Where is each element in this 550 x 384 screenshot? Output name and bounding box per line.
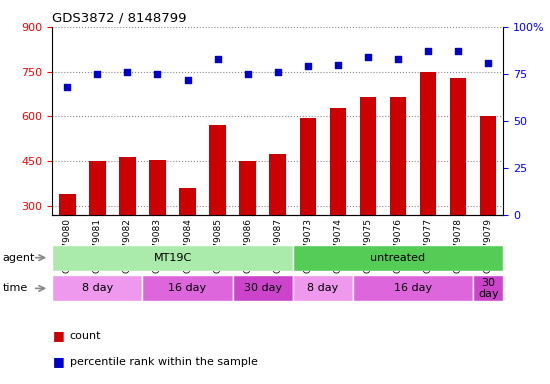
Point [304,63,312,70]
Point [364,54,372,60]
Bar [119,157,136,215]
Text: 30
day: 30 day [478,278,498,299]
Point [333,61,342,68]
Bar [52,245,293,271]
Bar [239,161,256,215]
Point [153,71,162,77]
Text: 16 day: 16 day [394,283,432,293]
Text: ■: ■ [53,329,65,343]
Point [243,71,252,77]
Bar [480,116,497,215]
Bar [89,161,106,215]
Text: ■: ■ [53,355,65,368]
Bar [420,72,436,215]
Text: 8 day: 8 day [307,283,338,293]
Bar [210,126,226,215]
Point [183,76,192,83]
Bar [390,97,406,215]
Bar [293,275,353,301]
Text: percentile rank within the sample: percentile rank within the sample [70,357,258,367]
Point [273,69,282,75]
Bar [360,97,376,215]
Bar [293,245,503,271]
Text: MT19C: MT19C [153,253,191,263]
Text: time: time [3,283,28,293]
Bar [59,194,75,215]
Bar [52,275,142,301]
Bar [179,188,196,215]
Text: count: count [70,331,101,341]
Point [123,69,132,75]
Text: agent: agent [3,253,35,263]
Point [424,48,432,55]
Point [484,60,493,66]
Text: untreated: untreated [371,253,426,263]
Text: 30 day: 30 day [244,283,282,293]
Point [213,56,222,62]
Bar [450,78,466,215]
Text: 16 day: 16 day [168,283,207,293]
Bar [300,118,316,215]
Point [63,84,72,90]
Text: 8 day: 8 day [82,283,113,293]
Bar [353,275,473,301]
Point [454,48,463,55]
Bar [270,154,286,215]
Bar [473,275,503,301]
Point [93,71,102,77]
Bar [149,160,166,215]
Text: GDS3872 / 8148799: GDS3872 / 8148799 [52,12,187,25]
Point [394,56,403,62]
Bar [142,275,233,301]
Bar [233,275,293,301]
Bar [329,108,346,215]
